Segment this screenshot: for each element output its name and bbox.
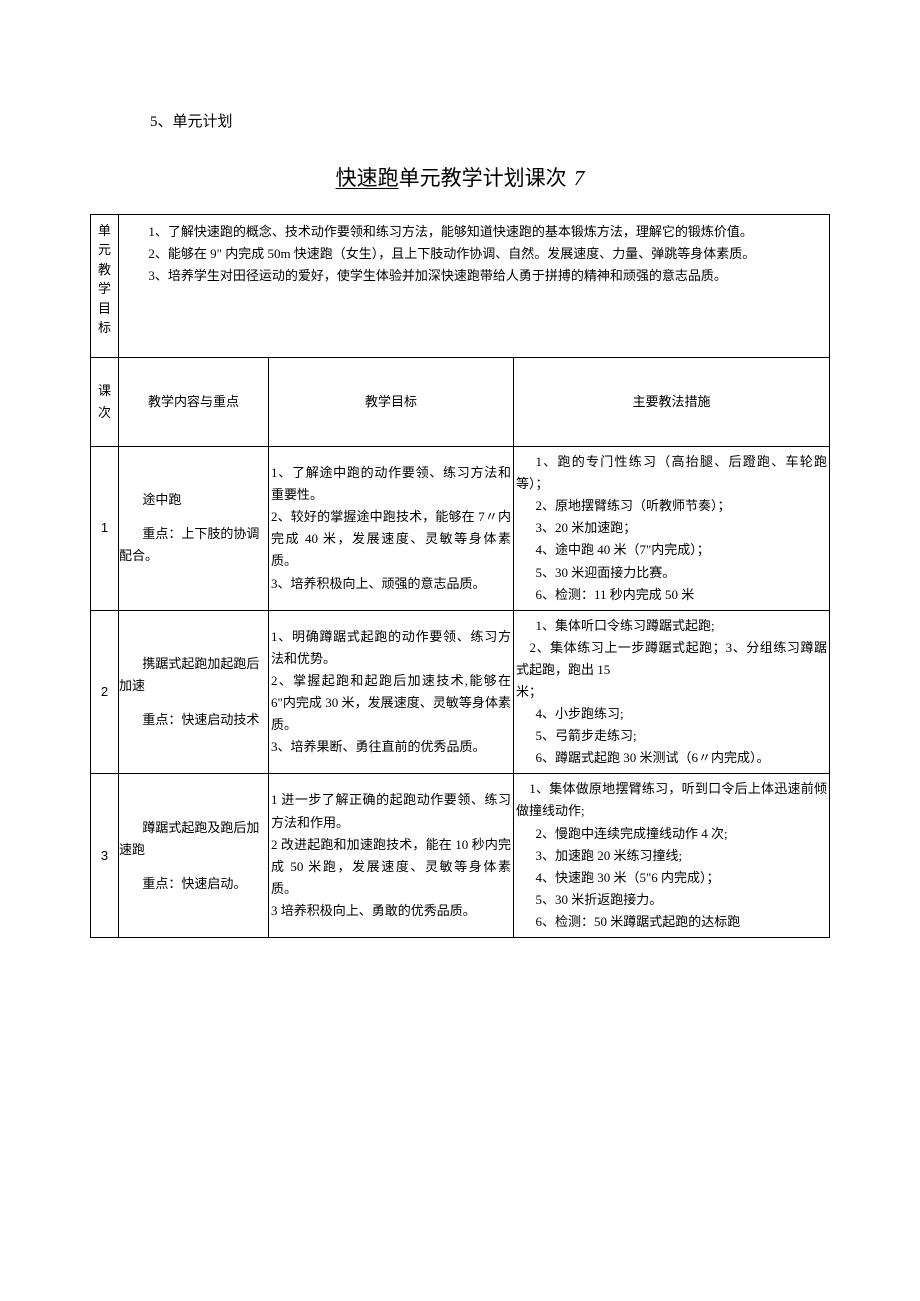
plan-table: 单元教学目标 1、了解快速跑的概念、技术动作要领和练习方法，能够知道快速跑的基本…	[90, 214, 830, 938]
unit-goal-item: 3、培养学生对田径运动的爱好，使学生体验并加深快速跑带给人勇于拼搏的精神和顽强的…	[125, 265, 821, 287]
measure-item: 1、集体做原地摆臂练习，听到口令后上体迅速前倾做撞线动作;	[516, 778, 827, 822]
unit-goals-row: 单元教学目标 1、了解快速跑的概念、技术动作要领和练习方法，能够知道快速跑的基本…	[91, 214, 830, 357]
table-row: 1 途中跑 重点：上下肢的协调配合。 1、了解途中跑的动作要领、练习方法和重要性…	[91, 447, 830, 611]
page-title: 快速跑单元教学计划课次 7	[90, 162, 830, 196]
goal-cell: 1 进一步了解正确的起跑动作要领、练习方法和作用。 2 改进起跑和加速跑技术，能…	[269, 774, 514, 938]
measure-item: 1、跑的专门性练习（高抬腿、后蹬跑、车轮跑等）；	[516, 451, 827, 495]
content-cell: 蹲踞式起跑及跑后加速跑 重点：快速启动。	[119, 774, 269, 938]
measure-item: 5、30 米折返跑接力。	[516, 889, 827, 911]
content-cell: 携踞式起跑加起跑后加速 重点：快速启动技术	[119, 610, 269, 774]
header-row: 课次 教学内容与重点 教学目标 主要教法措施	[91, 357, 830, 446]
table-row: 2 携踞式起跑加起跑后加速 重点：快速启动技术 1、明确蹲踞式起跑的动作要领、练…	[91, 610, 830, 774]
measure-item: 4、途中跑 40 米（7"内完成）；	[516, 539, 827, 561]
lesson-number: 2	[91, 610, 119, 774]
measure-item: 2、慢跑中连续完成撞线动作 4 次;	[516, 823, 827, 845]
measure-item: 5、30 米迎面接力比赛。	[516, 562, 827, 584]
measure-item: 4、小步跑练习;	[516, 703, 827, 725]
measure-item: 5、弓箭步走练习;	[516, 725, 827, 747]
unit-goal-item: 2、能够在 9" 内完成 50m 快速跑（女生），且上下肢动作协调、自然。发展速…	[125, 243, 821, 265]
unit-goal-label: 单元教学目标	[91, 214, 119, 357]
content-line: 携踞式起跑加起跑后加速	[119, 653, 266, 697]
measure-item: 6、检测：50 米蹲踞式起跑的达标跑	[516, 911, 827, 933]
content-line: 途中跑	[119, 489, 266, 511]
measure-cell: 1、跑的专门性练习（高抬腿、后蹬跑、车轮跑等）； 2、原地摆臂练习（听教师节奏）…	[514, 447, 830, 611]
title-count: 7	[574, 166, 585, 190]
header-content: 教学内容与重点	[119, 357, 269, 446]
goal-cell: 1、明确蹲踞式起跑的动作要领、练习方法和优势。 2、掌握起跑和起跑后加速技术,能…	[269, 610, 514, 774]
measure-item: 6、蹲踞式起跑 30 米测试（6〃内完成）。	[516, 747, 827, 769]
title-underlined: 快速跑	[336, 166, 399, 190]
content-line: 重点：快速启动技术	[119, 709, 266, 731]
measure-item: 2、原地摆臂练习（听教师节奏）；	[516, 495, 827, 517]
measure-cell: 1、集体做原地摆臂练习，听到口令后上体迅速前倾做撞线动作; 2、慢跑中连续完成撞…	[514, 774, 830, 938]
measure-item: 3、20 米加速跑；	[516, 517, 827, 539]
content-line: 重点：上下肢的协调配合。	[119, 523, 266, 567]
title-rest: 单元教学计划课次	[399, 166, 567, 190]
goal-cell: 1、了解途中跑的动作要领、练习方法和重要性。 2、较好的掌握途中跑技术，能够在 …	[269, 447, 514, 611]
content-cell: 途中跑 重点：上下肢的协调配合。	[119, 447, 269, 611]
lesson-number: 1	[91, 447, 119, 611]
measure-item: 3、加速跑 20 米练习撞线;	[516, 845, 827, 867]
measure-item: 6、检测：11 秒内完成 50 米	[516, 584, 827, 606]
table-row: 3 蹲踞式起跑及跑后加速跑 重点：快速启动。 1 进一步了解正确的起跑动作要领、…	[91, 774, 830, 938]
lesson-number: 3	[91, 774, 119, 938]
measure-item: 4、快速跑 30 米（5"6 内完成）；	[516, 867, 827, 889]
header-lesson: 课次	[91, 357, 119, 446]
measure-item: 1、集体听口令练习蹲踞式起跑; 2、集体练习上一步蹲踞式起跑；3、分组练习蹲踞式…	[516, 615, 827, 703]
content-line: 重点：快速启动。	[119, 873, 266, 895]
section-heading: 5、单元计划	[150, 110, 830, 134]
unit-goal-item: 1、了解快速跑的概念、技术动作要领和练习方法，能够知道快速跑的基本锻炼方法，理解…	[125, 221, 821, 243]
measure-cell: 1、集体听口令练习蹲踞式起跑; 2、集体练习上一步蹲踞式起跑；3、分组练习蹲踞式…	[514, 610, 830, 774]
unit-goals-cell: 1、了解快速跑的概念、技术动作要领和练习方法，能够知道快速跑的基本锻炼方法，理解…	[119, 214, 830, 357]
header-goal: 教学目标	[269, 357, 514, 446]
header-measure: 主要教法措施	[514, 357, 830, 446]
content-line: 蹲踞式起跑及跑后加速跑	[119, 817, 266, 861]
